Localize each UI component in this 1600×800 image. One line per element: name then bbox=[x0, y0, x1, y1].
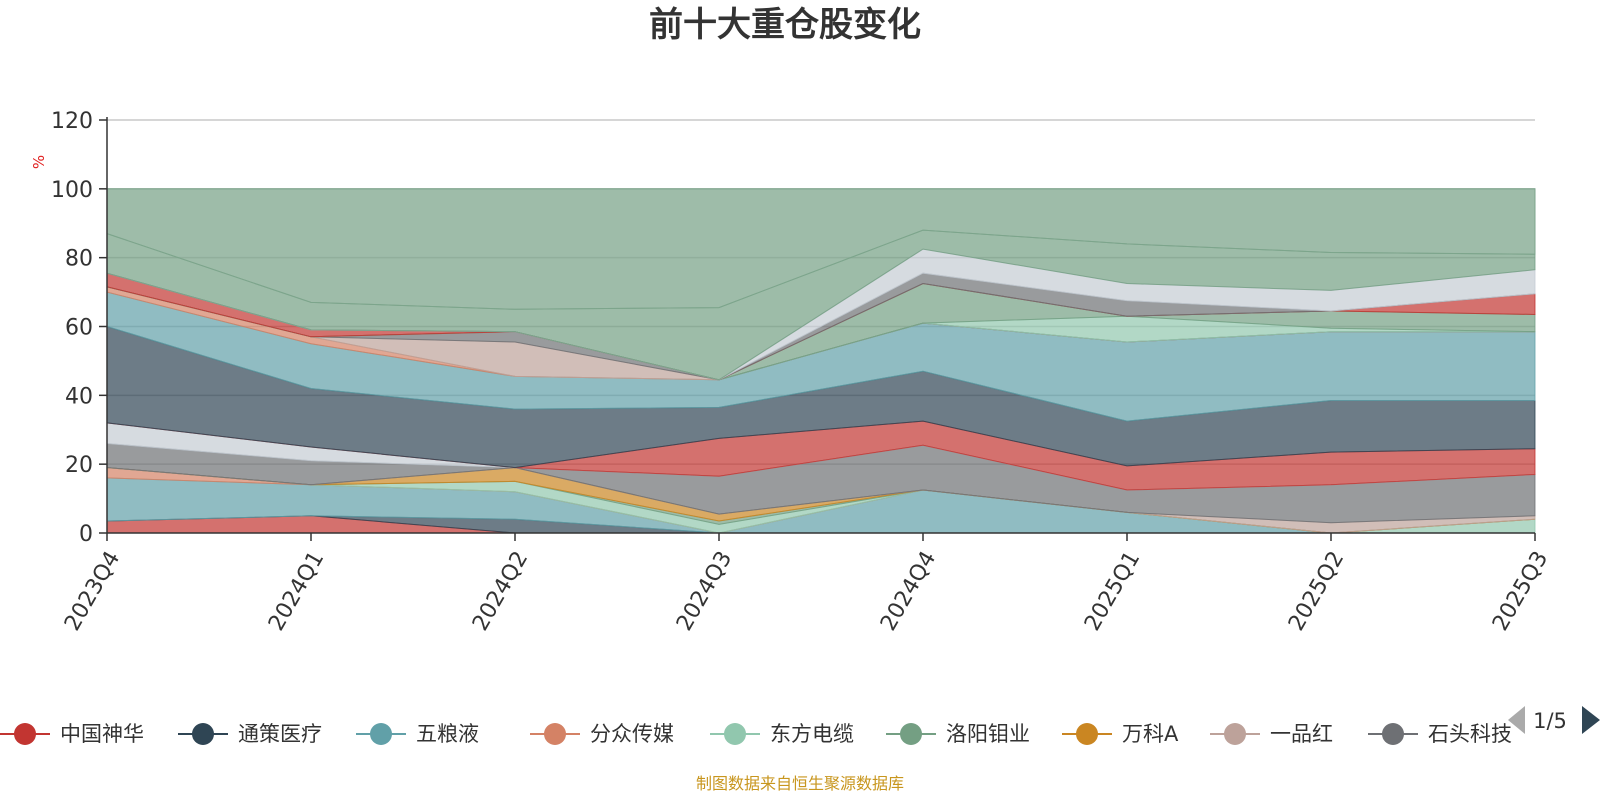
legend-item[interactable]: 中国神华 bbox=[0, 722, 144, 746]
x-tick-label: 2025Q3 bbox=[1488, 547, 1553, 635]
legend[interactable]: 中国神华 通策医疗 五粮液 分众传媒 东方电缆 洛阳钼业 万科A 一品红 石头科技 bbox=[0, 722, 1512, 746]
legend-marker-icon bbox=[14, 723, 36, 745]
y-tick-label: 120 bbox=[51, 109, 93, 134]
y-tick-label: 0 bbox=[79, 522, 93, 547]
series-area-remainder bbox=[106, 188, 1536, 310]
x-tick-label: 2025Q1 bbox=[1080, 547, 1145, 635]
series-areas bbox=[106, 188, 1536, 534]
legend-marker-icon bbox=[370, 723, 392, 745]
legend-marker-icon bbox=[900, 723, 922, 745]
y-tick-label: 60 bbox=[65, 316, 93, 341]
legend-label: 万科A bbox=[1122, 722, 1179, 746]
chart-title: 前十大重仓股变化 bbox=[649, 5, 921, 45]
x-tick-label: 2024Q2 bbox=[468, 547, 533, 635]
legend-marker-icon bbox=[1382, 723, 1404, 745]
legend-item[interactable]: 五粮液 bbox=[356, 722, 479, 746]
legend-item[interactable]: 分众传媒 bbox=[530, 722, 674, 746]
legend-label: 一品红 bbox=[1270, 722, 1333, 746]
legend-label: 分众传媒 bbox=[590, 722, 674, 746]
legend-label: 五粮液 bbox=[416, 722, 479, 746]
legend-marker-icon bbox=[192, 723, 214, 745]
data-source-note: 制图数据来自恒生聚源数据库 bbox=[696, 774, 904, 793]
y-tick-label: 40 bbox=[65, 384, 93, 409]
y-tick-label: 20 bbox=[65, 453, 93, 478]
legend-marker-icon bbox=[1076, 723, 1098, 745]
x-tick-label: 2024Q1 bbox=[264, 547, 329, 635]
y-tick-label: 80 bbox=[65, 247, 93, 272]
legend-item[interactable]: 通策医疗 bbox=[178, 722, 322, 746]
legend-item[interactable]: 万科A bbox=[1062, 722, 1179, 746]
legend-label: 通策医疗 bbox=[238, 722, 322, 746]
legend-marker-icon bbox=[544, 723, 566, 745]
x-tick-label: 2025Q2 bbox=[1284, 547, 1349, 635]
x-tick-label: 2023Q4 bbox=[60, 547, 125, 635]
legend-item[interactable]: 一品红 bbox=[1210, 722, 1333, 746]
x-tick-label: 2024Q3 bbox=[672, 547, 737, 635]
legend-next-icon[interactable] bbox=[1582, 706, 1600, 734]
legend-marker-icon bbox=[724, 723, 746, 745]
legend-pager[interactable]: 1/5 bbox=[1508, 706, 1600, 734]
legend-item[interactable]: 东方电缆 bbox=[710, 722, 854, 746]
y-tick-label: 100 bbox=[51, 178, 93, 203]
legend-marker-icon bbox=[1224, 723, 1246, 745]
legend-item[interactable]: 石头科技 bbox=[1368, 722, 1512, 746]
legend-label: 洛阳钼业 bbox=[946, 722, 1030, 746]
legend-prev-icon[interactable] bbox=[1508, 706, 1525, 734]
legend-item[interactable]: 洛阳钼业 bbox=[886, 722, 1030, 746]
legend-label: 中国神华 bbox=[60, 722, 144, 746]
legend-label: 东方电缆 bbox=[770, 722, 854, 746]
legend-label: 石头科技 bbox=[1428, 722, 1512, 746]
y-axis-unit: % bbox=[30, 155, 48, 169]
legend-page-indicator: 1/5 bbox=[1533, 709, 1567, 733]
x-tick-label: 2024Q4 bbox=[876, 547, 941, 635]
